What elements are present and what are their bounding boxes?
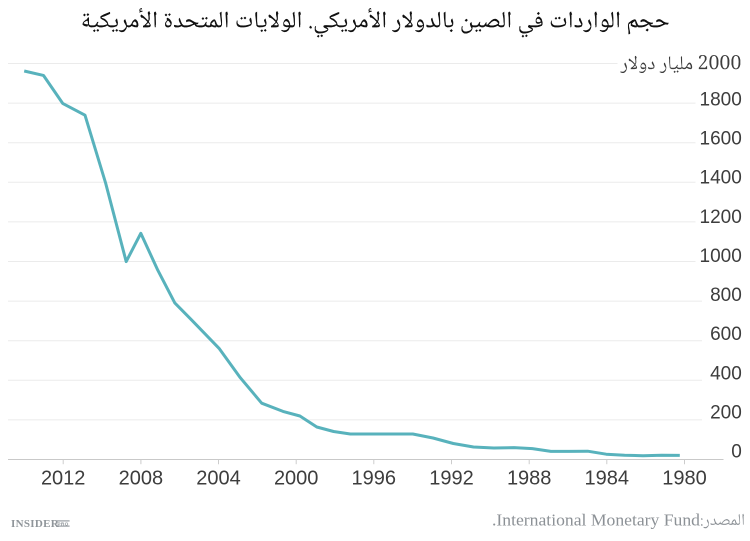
svg-text:2012: 2012 <box>41 468 86 490</box>
svg-text:1200: 1200 <box>700 207 742 228</box>
svg-text:2004: 2004 <box>196 468 241 490</box>
svg-text:2008: 2008 <box>119 468 164 490</box>
svg-text:1980: 1980 <box>662 468 707 490</box>
svg-text:800: 800 <box>710 285 742 306</box>
svg-text:1988: 1988 <box>507 468 552 490</box>
svg-text:400: 400 <box>710 363 742 384</box>
svg-text:INSIDER: INSIDER <box>11 518 60 530</box>
svg-text:1984: 1984 <box>585 468 630 490</box>
svg-text:1800: 1800 <box>700 90 742 111</box>
svg-text:1992: 1992 <box>429 468 474 490</box>
svg-text:1400: 1400 <box>700 168 742 189</box>
svg-text:PRO: PRO <box>57 521 68 527</box>
svg-text:1600: 1600 <box>700 129 742 150</box>
svg-text:200: 200 <box>710 402 742 423</box>
svg-text:2000: 2000 <box>274 468 319 490</box>
svg-text:0: 0 <box>731 442 742 463</box>
svg-text:1996: 1996 <box>352 468 397 490</box>
svg-text:.International Monetary Fund: .International Monetary Fund <box>492 511 701 530</box>
svg-text:600: 600 <box>710 324 742 345</box>
svg-text:1000: 1000 <box>700 246 742 267</box>
